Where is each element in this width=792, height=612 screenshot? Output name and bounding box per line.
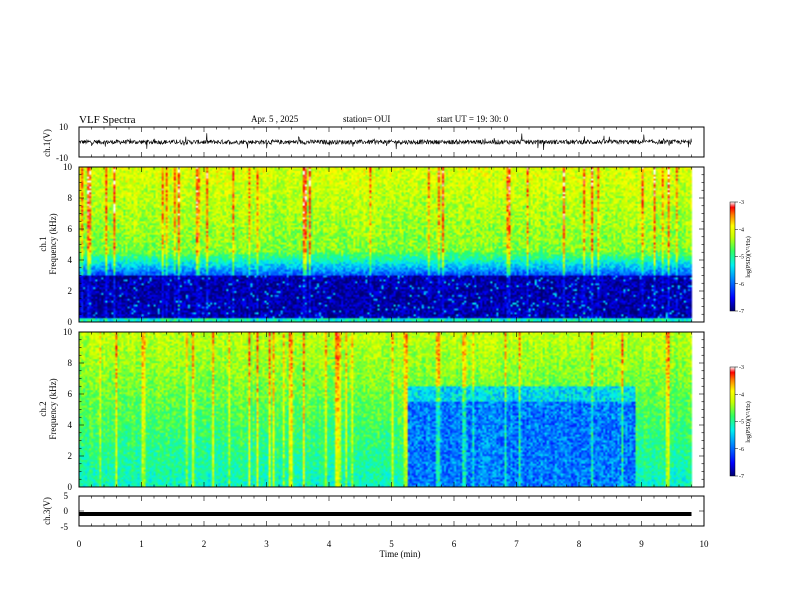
colorbar-tick-label: -3 [739,200,744,206]
colorbar-tick-label: -7 [739,309,744,315]
colorbar-tick-label: -6 [739,282,744,288]
frequency-tick-label: 0 [68,317,73,327]
ch1-waveform-panel: 10 -10 ch.1(V) [42,122,705,163]
ch1-spectrogram-yticks: 0 2 4 6 8 10 [63,162,704,327]
ch1-waveform-trace [78,133,692,151]
time-tick-label: 6 [452,539,457,549]
date-label: Apr. 5 , 2025 [251,114,299,124]
ch3-waveform-xticks [78,495,705,527]
ch1-colorbar-ticks: -3 -4 -5 -6 -7 [735,200,744,315]
ch2-spectrogram-xticks [78,332,705,487]
time-axis-tick-labels: 0 1 2 3 4 5 6 7 8 9 10 [77,539,709,549]
colorbar-tick-label: -7 [739,474,744,480]
colorbar-tick-label: -5 [739,255,744,261]
time-tick-label: 3 [264,539,269,549]
ch3-ytick-middle: 0 [64,506,69,516]
ch1-waveform-xticks [78,126,705,158]
ch1-ytick-bottom: -10 [56,153,68,163]
ch1-waveform-ylabel: ch.1(V) [42,129,52,157]
ch3-waveform-panel: 5 0 -5 ch.3(V) [42,491,705,532]
station-label: station= OUI [343,114,390,124]
time-tick-label: 8 [577,539,582,549]
ch1-spectrogram-ylabel: Frequency (kHz) [48,213,58,274]
ch1-ytick-top: 10 [59,122,69,132]
ch1-colorbar [729,201,736,312]
ch2-spectrogram-image [79,332,704,487]
frequency-tick-label: 8 [68,358,73,368]
time-tick-label: 5 [389,539,394,549]
frequency-tick-label: 2 [68,286,73,296]
ch2-colorbar [729,366,736,477]
ch3-ytick-top: 5 [64,491,69,501]
ch1-colorbar-label: log(PSD)(V²/Hz) [745,236,752,277]
figure-title: VLF Spectra [79,114,136,126]
time-tick-label: 9 [639,539,644,549]
ch3-waveform-ylabel: ch.3(V) [42,497,52,525]
ch3-ytick-bottom: -5 [61,522,69,532]
frequency-tick-label: 10 [63,162,73,172]
frequency-tick-label: 4 [68,420,73,430]
frequency-tick-label: 0 [68,482,73,492]
spectrogram-raster [79,167,704,322]
colorbar-tick-label: -5 [739,420,744,426]
ch1-spectrogram-image [79,167,704,322]
time-tick-label: 2 [202,539,207,549]
ch2-colorbar-ticks: -3 -4 -5 -6 -7 [735,365,744,480]
frequency-tick-label: 2 [68,451,73,461]
colorbar-tick-label: -3 [739,365,744,371]
frequency-tick-label: 10 [63,327,73,337]
frequency-tick-label: 6 [68,389,73,399]
colorbar-tick-label: -4 [739,392,744,398]
ch2-colorbar-label: log(PSD)(V²/Hz) [745,401,752,442]
time-tick-label: 1 [139,539,144,549]
frequency-tick-label: 6 [68,224,73,234]
time-tick-label: 4 [327,539,332,549]
time-tick-label: 10 [700,539,710,549]
ch1-spectrogram-channel-label: ch.1 [38,236,48,251]
colorbar-tick-label: -4 [739,227,744,233]
ch2-spectrogram-ylabel: Frequency (kHz) [48,378,58,439]
time-tick-label: 7 [514,539,519,549]
frequency-tick-label: 4 [68,255,73,265]
time-tick-label: 0 [77,539,82,549]
ch1-spectrogram-xticks [78,167,705,322]
ch2-spectrogram-yticks: 0 2 4 6 8 10 [63,327,704,492]
frequency-tick-label: 8 [68,193,73,203]
time-axis-label: Time (min) [380,549,421,559]
colorbar-tick-label: -6 [739,447,744,453]
start-ut-label: start UT = 19: 30: 0 [437,114,509,124]
ch2-spectrogram-channel-label: ch.2 [38,401,48,416]
spectrogram-raster [79,332,704,487]
